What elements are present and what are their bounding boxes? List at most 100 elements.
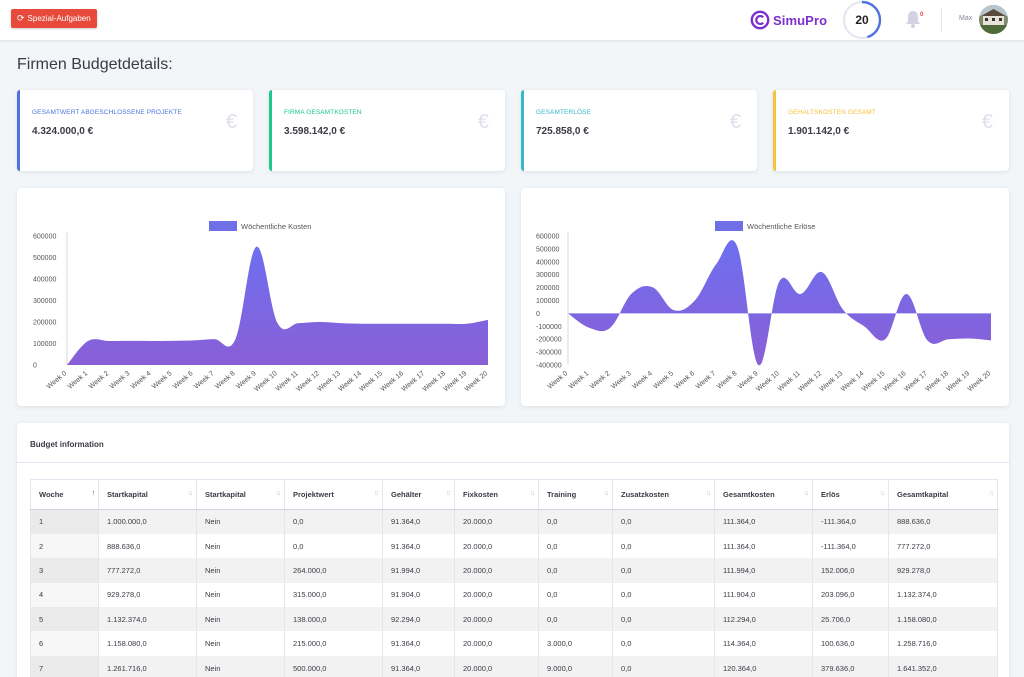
data-point[interactable]	[779, 280, 781, 282]
sort-icon[interactable]: ↑↓	[706, 490, 711, 497]
sort-icon[interactable]: ↑↓	[604, 490, 609, 497]
data-point[interactable]	[821, 271, 823, 273]
data-point[interactable]	[610, 327, 612, 329]
data-point[interactable]	[150, 340, 152, 342]
x-tick-label: Week 0	[547, 370, 570, 391]
data-point[interactable]	[319, 321, 321, 323]
budget-table-wrapper[interactable]: Woche ↑ Startkapital ↑↓ Startkapital ↑↓ Projek…	[30, 479, 998, 677]
notification-bell-icon[interactable]	[904, 9, 922, 29]
data-point[interactable]	[382, 323, 384, 325]
table-row[interactable]: 7 1.261.716,0 Nein 500.000,0 91.364,0 20.000,…	[30, 655, 998, 677]
data-point[interactable]	[298, 322, 300, 324]
euro-icon: €	[477, 111, 489, 133]
sort-icon[interactable]: ↑	[91, 490, 95, 497]
data-point[interactable]	[567, 313, 569, 315]
y-tick-label: 200000	[33, 320, 56, 327]
area-series[interactable]	[568, 240, 991, 366]
data-point[interactable]	[631, 293, 633, 295]
area-series[interactable]	[67, 246, 488, 365]
data-point[interactable]	[736, 246, 738, 248]
y-tick-label: 200000	[536, 285, 559, 292]
user-avatar[interactable]	[979, 5, 1008, 34]
column-header[interactable]: Erlös ↑↓	[812, 479, 889, 510]
sort-icon[interactable]: ↑↓	[374, 490, 379, 497]
sort-icon[interactable]: ↑↓	[530, 490, 535, 497]
column-header-label: Startkapital	[107, 490, 148, 499]
table-row[interactable]: 5 1.132.374,0 Nein 138.000,0 92.294,0 20.000,…	[30, 607, 998, 632]
data-point[interactable]	[340, 322, 342, 324]
x-tick-label: Week 10	[253, 370, 279, 393]
legend-label[interactable]: Wöchentliche Erlöse	[747, 222, 815, 231]
table-row[interactable]: 2 888.636,0 Nein 0,0 91.364,0 20.000,0 0,0 0,0 1…	[30, 533, 998, 559]
data-point[interactable]	[466, 323, 468, 325]
data-point[interactable]	[588, 327, 590, 329]
data-point[interactable]	[403, 323, 405, 325]
column-header[interactable]: Gehälter ↑↓	[382, 479, 455, 510]
column-header[interactable]: Gesamtkapital ↑↓	[888, 479, 998, 510]
y-tick-label: -300000	[536, 350, 562, 357]
table-cell: 111.994,0	[714, 558, 813, 583]
brand-logo[interactable]: SimuPro	[750, 10, 827, 30]
data-point[interactable]	[129, 340, 131, 342]
legend-swatch[interactable]	[715, 221, 743, 231]
legend-label[interactable]: Wöchentliche Kosten	[241, 222, 311, 231]
data-point[interactable]	[361, 323, 363, 325]
data-point[interactable]	[758, 364, 760, 366]
data-point[interactable]	[948, 338, 950, 340]
data-point[interactable]	[715, 264, 717, 266]
table-row[interactable]: 3 777.272,0 Nein 264.000,0 91.994,0 20.000,0 0…	[30, 558, 998, 583]
table-cell: 888.636,0	[98, 533, 197, 559]
sort-icon[interactable]: ↑↓	[880, 490, 885, 497]
data-point[interactable]	[66, 364, 68, 366]
sort-icon[interactable]: ↑↓	[804, 490, 809, 497]
simupro-logo-icon	[750, 10, 770, 30]
column-header[interactable]: Gesamtkosten ↑↓	[714, 479, 813, 510]
column-header[interactable]: Woche ↑	[30, 479, 99, 510]
table-cell: 0,0	[612, 631, 715, 656]
data-point[interactable]	[969, 338, 971, 340]
column-header[interactable]: Startkapital ↑↓	[98, 479, 197, 510]
data-point[interactable]	[884, 338, 886, 340]
column-header[interactable]: Zusatzkosten ↑↓	[612, 479, 715, 510]
y-tick-label: 0	[536, 311, 540, 318]
sort-icon[interactable]: ↑↓	[989, 490, 994, 497]
column-header[interactable]: Training ↑↓	[538, 479, 613, 510]
legend-swatch[interactable]	[209, 221, 237, 231]
column-header[interactable]: Projektwert ↑↓	[284, 479, 383, 510]
sort-icon[interactable]: ↑↓	[188, 490, 193, 497]
data-point[interactable]	[863, 326, 865, 328]
data-point[interactable]	[424, 323, 426, 325]
table-cell: 1.158.080,0	[888, 607, 998, 632]
data-point[interactable]	[108, 340, 110, 342]
data-point[interactable]	[906, 293, 908, 295]
column-header[interactable]: Fixkosten ↑↓	[454, 479, 539, 510]
data-point[interactable]	[193, 340, 195, 342]
data-point[interactable]	[990, 340, 992, 342]
x-tick-label: Week 20	[967, 370, 993, 393]
y-tick-label: -200000	[536, 337, 562, 344]
data-point[interactable]	[87, 340, 89, 342]
user-name[interactable]: Max	[959, 15, 973, 22]
data-point[interactable]	[235, 338, 237, 340]
table-row[interactable]: 6 1.158.080,0 Nein 215.000,0 91.364,0 20.000,…	[30, 631, 998, 656]
data-point[interactable]	[214, 338, 216, 340]
special-tasks-button[interactable]: ⟳ Spezial-Aufgaben	[11, 9, 97, 28]
data-point[interactable]	[800, 293, 802, 295]
data-point[interactable]	[171, 340, 173, 342]
data-point[interactable]	[673, 309, 675, 311]
table-row[interactable]: 1 1.000.000,0 Nein 0,0 91.364,0 20.000,0 0,0 0,…	[30, 509, 998, 534]
table-cell: 91.364,0	[382, 631, 455, 656]
table-cell: 0,0	[538, 607, 613, 632]
data-point[interactable]	[256, 246, 258, 248]
column-header[interactable]: Startkapital ↑↓	[196, 479, 285, 510]
data-point[interactable]	[487, 319, 489, 321]
table-row[interactable]: 4 929.278,0 Nein 315.000,0 91.904,0 20.000,0 0…	[30, 582, 998, 608]
sort-icon[interactable]: ↑↓	[276, 490, 281, 497]
data-point[interactable]	[445, 323, 447, 325]
data-point[interactable]	[694, 300, 696, 302]
data-point[interactable]	[652, 286, 654, 288]
data-point[interactable]	[927, 340, 929, 342]
data-point[interactable]	[277, 322, 279, 324]
sort-icon[interactable]: ↑↓	[446, 490, 451, 497]
data-point[interactable]	[842, 309, 844, 311]
